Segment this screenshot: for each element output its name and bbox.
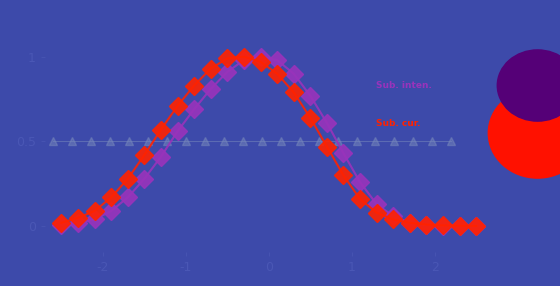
Ellipse shape [488, 88, 560, 178]
Text: Sub. inten.: Sub. inten. [376, 81, 432, 90]
Text: Sub. cur.: Sub. cur. [376, 119, 421, 128]
Ellipse shape [497, 50, 560, 121]
